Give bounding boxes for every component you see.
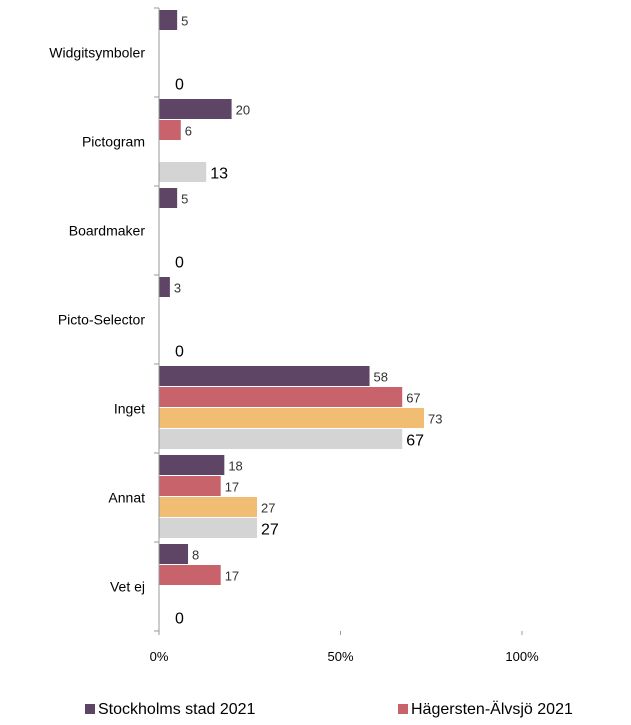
category-label: Vet ej (110, 579, 145, 595)
data-label: 17 (225, 480, 239, 495)
x-tick-label: 100% (505, 649, 539, 664)
category-label: Picto-Selector (58, 312, 145, 328)
data-label: 5 (181, 192, 188, 207)
bar (159, 99, 232, 119)
data-label: 58 (374, 370, 388, 385)
data-label: 0 (175, 255, 184, 272)
data-label: 8 (192, 548, 199, 563)
data-label: 13 (210, 166, 228, 183)
legend-label: Hägersten-Älvsjö 2021 (411, 700, 573, 718)
bar (159, 10, 178, 30)
data-label: 67 (406, 433, 424, 450)
bar (159, 565, 221, 585)
data-label: 0 (175, 77, 184, 94)
data-label: 18 (228, 459, 242, 474)
legend-swatch (398, 704, 408, 714)
axis-layer: 0% 50% 100% (150, 7, 539, 664)
data-label: 0 (175, 611, 184, 628)
category-label: Annat (108, 490, 145, 506)
bar (159, 497, 258, 517)
data-label: 5 (181, 14, 188, 29)
bar (159, 408, 424, 428)
bars-layer (159, 10, 424, 585)
data-label: 0 (175, 344, 184, 361)
bar (159, 476, 221, 496)
bar (159, 162, 207, 182)
bar (159, 455, 225, 475)
bar (159, 387, 403, 407)
bar (159, 518, 258, 538)
category-label: Pictogram (82, 134, 145, 150)
bar (159, 429, 403, 449)
data-label: 17 (225, 569, 239, 584)
bar (159, 544, 189, 564)
data-label: 27 (261, 522, 279, 539)
data-label: 20 (236, 103, 250, 118)
data-label: 3 (174, 281, 181, 296)
x-tick-label: 0% (150, 649, 169, 664)
x-tick-label: 50% (327, 649, 353, 664)
bar (159, 120, 181, 140)
data-label: 6 (185, 124, 192, 139)
data-label: 73 (428, 412, 442, 427)
category-label: Boardmaker (69, 223, 146, 239)
bar (159, 366, 370, 386)
data-label: 27 (261, 501, 275, 516)
bar (159, 188, 178, 208)
legend-label: Stockholms stad 2021 (98, 701, 256, 718)
category-label: Inget (114, 401, 145, 417)
labels-layer: Widgitsymboler 5 0 Pictogram 20 6 13 Boardmaker… (49, 14, 442, 628)
bar (159, 277, 170, 297)
data-label: 67 (406, 391, 420, 406)
legend-swatch (85, 704, 95, 714)
category-label: Widgitsymboler (49, 45, 145, 61)
legend: Stockholms stad 2021 Hägersten-Älvsjö 202… (85, 700, 573, 718)
